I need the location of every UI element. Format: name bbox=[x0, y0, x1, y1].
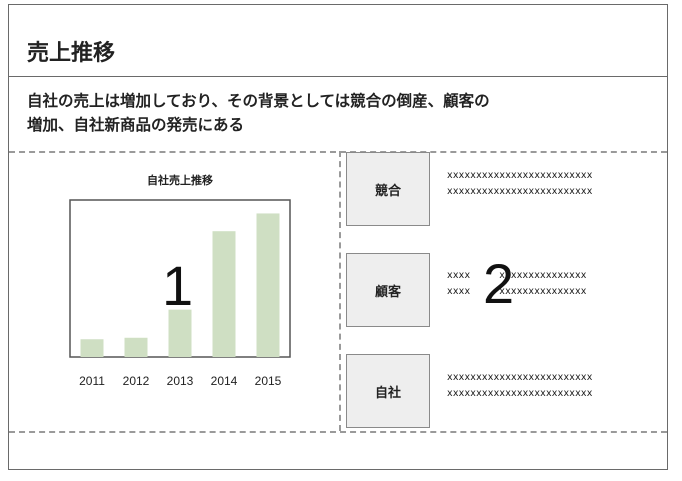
bar-2012 bbox=[125, 338, 148, 357]
x-tick-2011: 2011 bbox=[79, 374, 105, 388]
chart-title: 自社売上推移 bbox=[60, 172, 300, 188]
lead-message: 自社の売上は増加しており、その背景としては競合の倒産、顧客の 増加、自社新商品の… bbox=[27, 89, 657, 137]
factor-text-competitor-1: xxxxxxxxxxxxxxxxxxxxxxxxx bbox=[447, 170, 593, 181]
x-tick-2014: 2014 bbox=[211, 374, 238, 388]
x-tick-2015: 2015 bbox=[255, 374, 282, 388]
factor-text-competitor-2: xxxxxxxxxxxxxxxxxxxxxxxxx bbox=[447, 186, 593, 197]
divider-top bbox=[9, 151, 667, 153]
factor-box-own-company: 自社 bbox=[346, 354, 430, 428]
factor-text-customer-1: xxxx xxxxxxxxxxxxxxx bbox=[447, 270, 587, 281]
x-tick-2013: 2013 bbox=[167, 374, 194, 388]
factor-box-competitor: 競合 bbox=[346, 152, 430, 226]
lead-line-1: 自社の売上は増加しており、その背景としては競合の倒産、顧客の bbox=[27, 89, 657, 113]
divider-bottom bbox=[9, 431, 667, 433]
bar-2015 bbox=[257, 213, 280, 357]
title-bar: 売上推移 bbox=[9, 5, 667, 77]
factor-text-own-company-2: xxxxxxxxxxxxxxxxxxxxxxxxx bbox=[447, 388, 593, 399]
marker-1: 1 bbox=[162, 258, 193, 314]
factor-text-customer-2: xxxx xxxxxxxxxxxxxxx bbox=[447, 286, 587, 297]
factor-box-customer: 顧客 bbox=[346, 253, 430, 327]
bar-2014 bbox=[213, 231, 236, 357]
lead-line-2: 増加、自社新商品の発売にある bbox=[27, 113, 657, 137]
marker-2: 2 bbox=[483, 256, 514, 312]
divider-middle bbox=[339, 151, 341, 431]
factor-text-own-company-1: xxxxxxxxxxxxxxxxxxxxxxxxx bbox=[447, 372, 593, 383]
bar-2011 bbox=[81, 339, 104, 357]
slide-title: 売上推移 bbox=[27, 35, 115, 67]
x-tick-2012: 2012 bbox=[123, 374, 150, 388]
